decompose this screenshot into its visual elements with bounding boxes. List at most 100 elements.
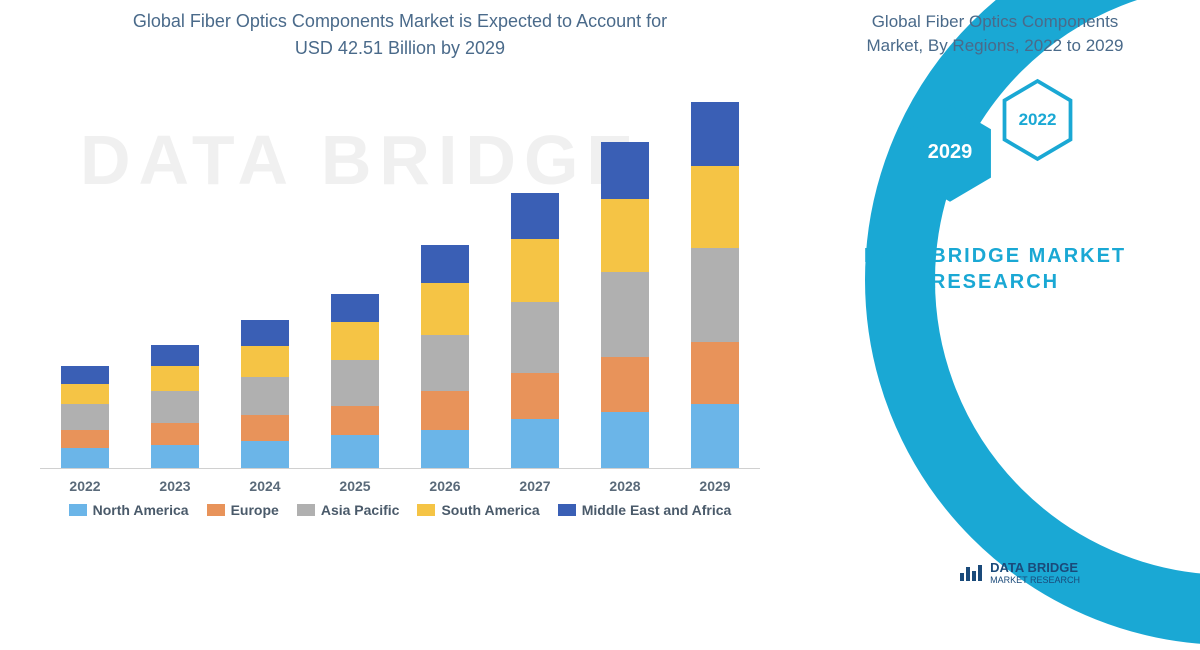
bar-segment: [61, 430, 109, 448]
legend-item: South America: [417, 502, 539, 518]
bar-stack: [691, 102, 739, 469]
bar-segment: [691, 166, 739, 249]
bar-stack: [151, 345, 199, 469]
bar-segment: [601, 199, 649, 272]
bar-segment: [691, 342, 739, 404]
bar-column: [595, 142, 655, 468]
bar-segment: [151, 423, 199, 445]
bar-stack: [331, 294, 379, 468]
bar-segment: [61, 448, 109, 468]
legend-label: Middle East and Africa: [582, 502, 732, 518]
bar-column: [415, 245, 475, 469]
legend-item: North America: [69, 502, 189, 518]
legend-swatch: [207, 504, 225, 516]
footer-logo-text: DATA BRIDGE MARKET RESEARCH: [990, 560, 1080, 585]
bars-container: [40, 84, 760, 469]
bar-segment: [241, 377, 289, 416]
x-tick-label: 2028: [595, 478, 655, 494]
bar-stack: [421, 245, 469, 469]
legend-label: Asia Pacific: [321, 502, 400, 518]
bar-segment: [241, 320, 289, 346]
bar-segment: [421, 283, 469, 334]
bar-segment: [601, 412, 649, 469]
hex-2022: 2022: [1000, 78, 1075, 162]
bar-segment: [331, 294, 379, 322]
x-tick-label: 2023: [145, 478, 205, 494]
bar-column: [685, 102, 745, 469]
bar-segment: [511, 419, 559, 469]
chart-title-line1: Global Fiber Optics Components Market is…: [30, 10, 770, 33]
bar-segment: [151, 366, 199, 392]
bar-segment: [691, 248, 739, 342]
bar-column: [235, 320, 295, 468]
bar-stack: [61, 366, 109, 469]
info-title-line2: Market, By Regions, 2022 to 2029: [866, 36, 1123, 55]
info-title-line1: Global Fiber Optics Components: [872, 12, 1119, 31]
bar-segment: [511, 373, 559, 419]
bar-segment: [61, 366, 109, 384]
bar-segment: [151, 391, 199, 422]
bar-segment: [331, 406, 379, 435]
bar-segment: [421, 391, 469, 430]
legend-item: Europe: [207, 502, 279, 518]
bar-segment: [421, 335, 469, 392]
bar-segment: [511, 193, 559, 239]
bar-segment: [691, 102, 739, 166]
bar-stack: [601, 142, 649, 468]
legend-label: South America: [441, 502, 539, 518]
brand-line2: RESEARCH: [931, 271, 1059, 293]
brand-text: DATA BRIDGE MARKET RESEARCH: [864, 243, 1126, 295]
bar-column: [325, 294, 385, 468]
footer-logo-icon: [960, 565, 982, 581]
hex-badges: 2029 2022: [865, 83, 1125, 213]
legend-swatch: [417, 504, 435, 516]
bar-stack: [511, 193, 559, 468]
bar-stack: [241, 320, 289, 468]
legend-swatch: [297, 504, 315, 516]
hex-2029-label: 2029: [928, 141, 973, 164]
legend-item: Middle East and Africa: [558, 502, 732, 518]
bar-segment: [241, 441, 289, 469]
info-title: Global Fiber Optics Components Market, B…: [846, 10, 1143, 58]
bar-column: [145, 345, 205, 469]
bar-segment: [511, 302, 559, 374]
bar-segment: [691, 404, 739, 468]
x-tick-label: 2024: [235, 478, 295, 494]
bar-segment: [601, 357, 649, 412]
bar-segment: [601, 272, 649, 356]
x-tick-label: 2022: [55, 478, 115, 494]
bar-segment: [61, 384, 109, 404]
x-tick-label: 2029: [685, 478, 745, 494]
bar-column: [505, 193, 565, 468]
bar-segment: [331, 360, 379, 406]
legend-swatch: [69, 504, 87, 516]
bar-segment: [511, 239, 559, 301]
legend-label: North America: [93, 502, 189, 518]
bar-segment: [601, 142, 649, 199]
x-tick-label: 2027: [505, 478, 565, 494]
chart-title-line2: USD 42.51 Billion by 2029: [30, 38, 770, 59]
x-tick-label: 2025: [325, 478, 385, 494]
footer-logo: DATA BRIDGE MARKET RESEARCH: [960, 560, 1080, 585]
chart-panel: Global Fiber Optics Components Market is…: [0, 0, 790, 600]
chart-legend: North America Europe Asia Pacific South Ame…: [30, 502, 770, 518]
bar-segment: [241, 346, 289, 377]
brand-line1: DATA BRIDGE MARKET: [864, 245, 1126, 267]
bar-segment: [241, 415, 289, 441]
main-container: Global Fiber Optics Components Market is…: [0, 0, 1200, 600]
legend-item: Asia Pacific: [297, 502, 400, 518]
legend-label: Europe: [231, 502, 279, 518]
bar-segment: [331, 322, 379, 361]
legend-swatch: [558, 504, 576, 516]
bar-segment: [421, 245, 469, 284]
bar-segment: [331, 435, 379, 468]
info-panel: Global Fiber Optics Components Market, B…: [790, 0, 1200, 600]
x-tick-label: 2026: [415, 478, 475, 494]
hex-2029: 2029: [905, 103, 995, 203]
bar-segment: [151, 345, 199, 366]
chart-area: 2022 2023 2024 2025 2026 2027 2028 2029: [30, 84, 770, 494]
bar-segment: [151, 445, 199, 469]
bar-segment: [61, 404, 109, 430]
bar-segment: [421, 430, 469, 469]
bar-column: [55, 366, 115, 469]
